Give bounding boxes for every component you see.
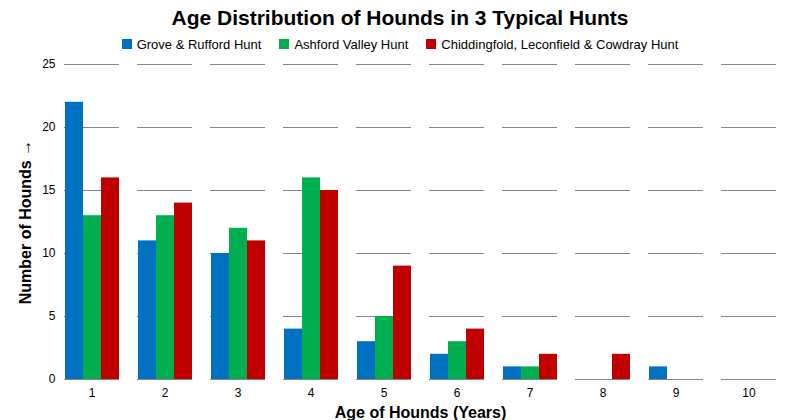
html-text:Age Distribution of Hounds in: Age Distribution of Hounds in 3 Typical …	[171, 6, 629, 29]
html-text:Chiddingfold, Leconfield & Cow: Chiddingfold, Leconfield & Cowdray Hunt	[441, 36, 679, 52]
svg-text:10: 10	[742, 386, 756, 400]
svg-text:8: 8	[600, 386, 607, 400]
svg-text:Age of Hounds (Years): Age of Hounds (Years)	[335, 404, 507, 420]
html-text:Grove & Rufford Hunt: Grove & Rufford Hunt	[136, 36, 262, 52]
svg-text:1: 1	[89, 386, 96, 400]
svg-text:5: 5	[49, 309, 56, 323]
svg-text:25: 25	[42, 57, 56, 71]
svg-text:2: 2	[162, 386, 169, 400]
svg-text:15: 15	[42, 183, 56, 197]
svg-text:0: 0	[49, 372, 56, 386]
svg-text:5: 5	[381, 386, 388, 400]
svg-text:10: 10	[42, 246, 56, 260]
svg-text:6: 6	[454, 386, 461, 400]
svg-text:9: 9	[673, 386, 680, 400]
svg-text:Number of Hounds →: Number of Hounds →	[17, 140, 34, 304]
svg-text:20: 20	[42, 120, 56, 134]
svg-text:3: 3	[235, 386, 242, 400]
svg-text:7: 7	[527, 386, 534, 400]
html-text:Ashford Valley Hunt: Ashford Valley Hunt	[294, 36, 409, 52]
svg-text:4: 4	[308, 386, 315, 400]
